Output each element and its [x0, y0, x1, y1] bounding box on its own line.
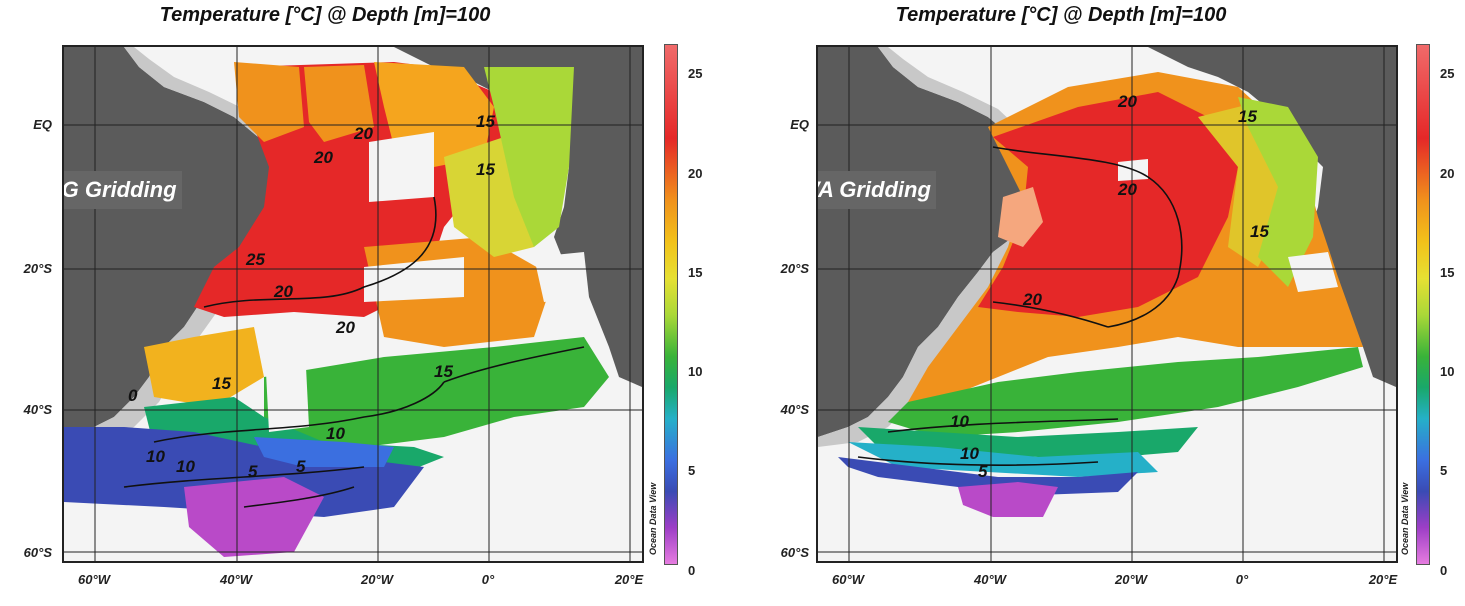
contour-label: 15 — [1238, 107, 1257, 126]
contour-label: 15 — [476, 112, 495, 131]
contour-label: 20 — [1117, 92, 1137, 111]
colorbar — [664, 44, 678, 565]
lon-label-60w: 60°W — [78, 572, 110, 587]
vg-panel: Temperature [°C] @ Depth [m]=100 EQ 20°S… — [0, 0, 730, 606]
odv-credit: Ocean Data View — [648, 482, 658, 555]
contour-label: 10 — [176, 457, 195, 476]
contour-label: 10 — [960, 444, 979, 463]
lon-label-20e: 20°E — [614, 572, 644, 587]
temperature-field-blue — [64, 427, 424, 517]
south-america-land — [818, 47, 1033, 437]
colorbar-tick: 15 — [688, 265, 703, 280]
colorbar-tick: 5 — [688, 463, 696, 478]
diva-map-graphic: 20 15 20 15 20 10 10 5 — [818, 47, 1396, 561]
colorbar-tick: 25 — [688, 66, 703, 81]
contour-label: 20 — [273, 282, 293, 301]
temperature-field-green-lt — [1238, 97, 1318, 287]
diva-map: 20 15 20 15 20 10 10 5 DIVA Gridding — [816, 45, 1398, 563]
contour-lines — [857, 146, 1183, 467]
data-gap-3 — [364, 257, 464, 302]
colorbar-tick: 5 — [1440, 463, 1448, 478]
contour-label: 5 — [978, 462, 988, 481]
contour-labels: 20 15 20 15 20 10 10 5 — [950, 92, 1269, 481]
lon-label-60w: 60°W — [832, 572, 864, 587]
lon-label-20w: 20°W — [361, 572, 393, 587]
temperature-field-blue-lt — [254, 437, 394, 467]
contour-label: 15 — [1250, 222, 1269, 241]
graticule — [818, 47, 1396, 561]
gridding-method-label: DIVA Gridding — [818, 171, 936, 209]
contour-label: 15 — [476, 160, 495, 179]
contour-label: 10 — [146, 447, 165, 466]
lat-label-60s: 60°S — [23, 545, 52, 560]
lon-label-20e: 20°E — [1368, 572, 1398, 587]
colorbar-tick: 20 — [688, 166, 703, 181]
contour-label: 10 — [326, 424, 345, 443]
lat-label-60s: 60°S — [780, 545, 809, 560]
contour-label: 25 — [245, 250, 265, 269]
lat-label-eq: EQ — [790, 117, 809, 132]
temperature-field-orange — [234, 62, 304, 142]
temperature-field-purple — [958, 482, 1058, 517]
lat-label-20s: 20°S — [23, 261, 52, 276]
contour-label: 20 — [1117, 180, 1137, 199]
colorbar-tick: 0 — [1440, 563, 1448, 578]
temperature-field-orange-2 — [304, 65, 374, 142]
contour-label: 15 — [434, 362, 453, 381]
contour-labels: 20 20 15 15 25 20 20 15 15 10 10 10 5 5 … — [128, 112, 495, 481]
contour-label: 20 — [335, 318, 355, 337]
graticule — [64, 47, 642, 561]
lat-label-40s: 40°S — [780, 402, 809, 417]
odv-credit: Ocean Data View — [1400, 482, 1410, 555]
colorbar — [1416, 44, 1430, 565]
temperature-field-warm — [978, 92, 1238, 317]
lon-label-0: 0° — [1235, 572, 1249, 587]
temperature-field-green — [264, 337, 609, 447]
contour-label: 5 — [248, 462, 258, 481]
contour-label: 20 — [353, 124, 373, 143]
diva-panel: Temperature [°C] @ Depth [m]=100 EQ 20°S… — [733, 0, 1463, 606]
contour-label: 15 — [212, 374, 231, 393]
south-america-land — [64, 47, 279, 437]
gridding-method-label: VG Gridding — [64, 171, 182, 209]
data-gap-4 — [534, 252, 589, 302]
colorbar-tick: 10 — [1440, 364, 1455, 379]
africa-land — [1148, 47, 1396, 387]
colorbar-tick: 25 — [1440, 66, 1455, 81]
colorbar-tick: 10 — [688, 364, 703, 379]
africa-land — [394, 47, 642, 387]
data-gap-2 — [1288, 252, 1338, 292]
temperature-field-green — [888, 347, 1363, 437]
panel-title: Temperature [°C] @ Depth [m]=100 — [895, 4, 1227, 26]
contour-label: 20 — [313, 148, 333, 167]
lon-label-40w: 40°W — [220, 572, 252, 587]
temperature-field-green-lt — [484, 67, 574, 247]
contour-label: 0 — [128, 386, 138, 405]
temperature-field-orange-5 — [144, 327, 264, 407]
contour-label: 20 — [1022, 290, 1042, 309]
lat-label-40s: 40°S — [23, 402, 52, 417]
lon-label-0: 0° — [481, 572, 495, 587]
colorbar-tick: 20 — [1440, 166, 1455, 181]
contour-label: 10 — [950, 412, 969, 431]
contour-label: 5 — [296, 457, 306, 476]
temperature-field-purple — [184, 477, 324, 557]
temperature-field-hot — [998, 187, 1043, 247]
data-gap-2 — [264, 327, 309, 432]
contour-lines — [123, 196, 585, 508]
panel-title: Temperature [°C] @ Depth [m]=100 — [159, 4, 491, 26]
data-gap — [369, 132, 434, 202]
vg-map-graphic: 20 20 15 15 25 20 20 15 15 10 10 10 5 5 … — [64, 47, 642, 561]
colorbar-tick: 0 — [688, 563, 696, 578]
lat-label-eq: EQ — [33, 117, 52, 132]
vg-map: 20 20 15 15 25 20 20 15 15 10 10 10 5 5 … — [62, 45, 644, 563]
lat-label-20s: 20°S — [780, 261, 809, 276]
temperature-field-blue — [838, 457, 1138, 495]
lon-label-20w: 20°W — [1115, 572, 1147, 587]
colorbar-tick: 15 — [1440, 265, 1455, 280]
lon-label-40w: 40°W — [974, 572, 1006, 587]
